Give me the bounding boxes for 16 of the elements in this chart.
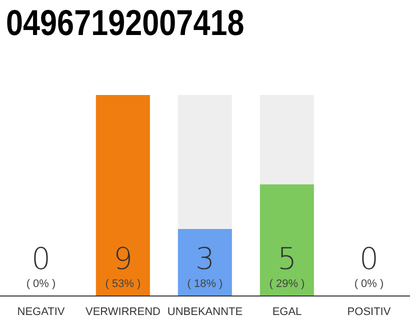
chart-title: 04967192007418 [6,2,244,44]
annotation: ( 53% ) [105,278,141,290]
data-label: 0 [359,242,379,277]
data-label: 5 [277,242,297,277]
annotation: ( 29% ) [269,278,305,290]
annotation: ( 0% ) [354,278,384,290]
x-tick-label: VERWIRREND [86,306,161,318]
data-label: 0 [31,242,51,277]
data-label: 9 [113,242,133,277]
x-tick-label: UNBEKANNTE [167,306,243,318]
data-label: 3 [195,242,215,277]
annotation: ( 0% ) [26,278,56,290]
x-tick-label: NEGATIV [17,306,66,318]
annotation: ( 18% ) [187,278,223,290]
x-tick-label: POSITIV [347,306,392,318]
x-tick-label: EGAL [272,306,302,318]
